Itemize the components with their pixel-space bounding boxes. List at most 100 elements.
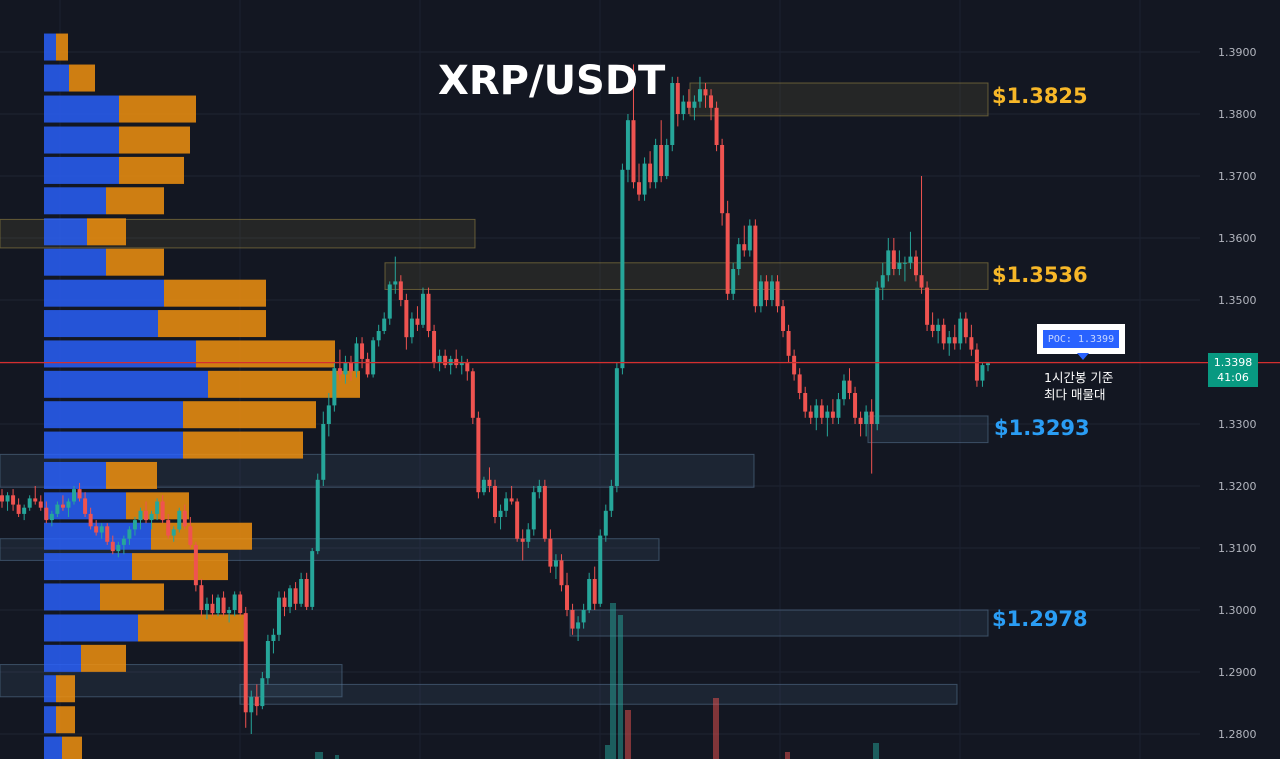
candle-body (83, 498, 88, 514)
poc-pointer-icon (1077, 353, 1089, 360)
volume-profile-sell-bar (56, 33, 68, 61)
candle-body (88, 513, 93, 527)
candle-body (958, 318, 963, 344)
volume-profile-buy-bar (44, 33, 56, 61)
candle-body (648, 163, 653, 183)
volume-profile-buy-bar (44, 218, 87, 246)
candle-body (38, 501, 43, 508)
volume-profile-sell-bar (208, 370, 360, 398)
candle-body (254, 696, 259, 707)
candle-body (897, 262, 902, 269)
candle-body (432, 331, 437, 362)
zone-box (867, 415, 989, 444)
volume-profile-sell-bar (119, 156, 184, 184)
candle-body (620, 169, 625, 369)
candle-body (188, 526, 193, 545)
candle-body (720, 145, 725, 214)
candle-body (902, 262, 907, 264)
candle-body (426, 293, 431, 331)
candle-body (537, 486, 542, 493)
candle-body (980, 365, 985, 381)
candle-body (786, 331, 791, 356)
candle-body (326, 405, 331, 424)
volume-profile-buy-bar (44, 431, 183, 459)
candle-body (105, 526, 110, 542)
volume-profile-buy-bar (44, 187, 106, 215)
candle-body (736, 244, 741, 269)
volume-profile-sell-bar (183, 401, 316, 429)
volume-profile-sell-bar (81, 644, 126, 672)
candle-body (470, 371, 475, 418)
candle-body (803, 393, 808, 412)
candle-body (587, 579, 592, 610)
candle-body (288, 588, 293, 607)
candle-body (177, 510, 182, 530)
candle-body (731, 269, 736, 294)
candle-body (199, 585, 204, 610)
candle-body (581, 610, 586, 623)
volume-profile-buy-bar (44, 370, 208, 398)
volume-bar (610, 603, 616, 759)
volume-profile-sell-bar (56, 675, 75, 703)
volume-profile-buy-bar (44, 340, 196, 368)
candle-body (814, 405, 819, 418)
candle-body (121, 538, 126, 545)
candle-body (182, 510, 187, 527)
candle-body (493, 486, 497, 517)
candle-body (659, 145, 664, 176)
candle-body (144, 510, 149, 521)
candle-body (393, 281, 398, 285)
candle-body (664, 145, 669, 176)
candle-body (725, 213, 730, 294)
candle-body (382, 318, 387, 331)
candle-body (276, 597, 281, 635)
candle-body (775, 281, 780, 307)
candle-body (886, 250, 891, 276)
candle-body (221, 597, 226, 614)
volume-profile-buy-bar (44, 736, 62, 759)
volume-bar (618, 615, 623, 759)
volume-profile-buy-bar (44, 553, 132, 581)
candle-body (204, 603, 209, 610)
candle-body (232, 594, 237, 610)
volume-profile-sell-bar (138, 614, 246, 642)
volume-profile-sell-bar (196, 340, 335, 368)
candle-body (753, 225, 758, 307)
candle-body (33, 498, 38, 502)
candle-body (22, 507, 27, 514)
candle-body (858, 417, 863, 424)
candle-body (864, 411, 869, 424)
volume-profile-buy-bar (44, 614, 138, 642)
candle-body (398, 281, 403, 300)
candle-body (631, 120, 636, 183)
volume-profile-buy-bar (44, 64, 69, 92)
candle-body (409, 318, 414, 338)
candle-body (282, 597, 287, 607)
candle-body (149, 513, 154, 521)
candle-body (936, 324, 941, 331)
candle-body (371, 340, 376, 375)
candle-body (304, 579, 309, 607)
candle-body (703, 89, 708, 96)
candle-body (310, 551, 315, 607)
candle-body (625, 120, 630, 170)
volume-profile-buy-bar (44, 401, 183, 429)
candle-body (265, 641, 270, 679)
volume-profile-buy-bar (44, 706, 56, 734)
candle-body (520, 538, 525, 542)
y-tick-label: 1.3900 (1218, 46, 1257, 59)
candle-body (55, 504, 60, 514)
volume-profile-buy-bar (44, 95, 119, 123)
candle-body (227, 610, 232, 614)
candle-body (565, 585, 570, 610)
candle-body (930, 324, 935, 331)
candle-body (348, 362, 353, 372)
candle-body (498, 510, 503, 517)
candle-body (891, 250, 896, 269)
candle-body (160, 501, 165, 521)
candle-body (875, 287, 880, 424)
candle-body (830, 411, 835, 418)
candle-body (5, 495, 10, 502)
volume-profile-sell-bar (56, 706, 75, 734)
